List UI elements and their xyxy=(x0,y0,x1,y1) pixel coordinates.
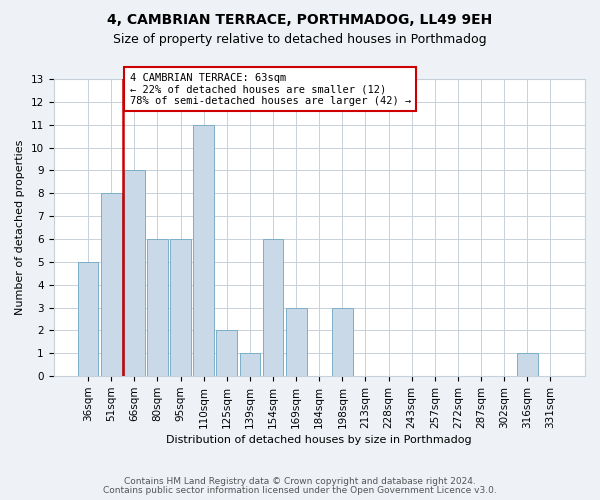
Y-axis label: Number of detached properties: Number of detached properties xyxy=(15,140,25,316)
Bar xyxy=(77,262,98,376)
Bar xyxy=(217,330,237,376)
Bar xyxy=(517,354,538,376)
Text: Contains public sector information licensed under the Open Government Licence v3: Contains public sector information licen… xyxy=(103,486,497,495)
Bar xyxy=(263,239,283,376)
Bar xyxy=(286,308,307,376)
Bar xyxy=(124,170,145,376)
Text: Size of property relative to detached houses in Porthmadog: Size of property relative to detached ho… xyxy=(113,32,487,46)
X-axis label: Distribution of detached houses by size in Porthmadog: Distribution of detached houses by size … xyxy=(166,435,472,445)
Bar xyxy=(193,124,214,376)
Text: Contains HM Land Registry data © Crown copyright and database right 2024.: Contains HM Land Registry data © Crown c… xyxy=(124,477,476,486)
Bar xyxy=(170,239,191,376)
Bar xyxy=(239,354,260,376)
Bar xyxy=(332,308,353,376)
Bar xyxy=(101,194,122,376)
Text: 4, CAMBRIAN TERRACE, PORTHMADOG, LL49 9EH: 4, CAMBRIAN TERRACE, PORTHMADOG, LL49 9E… xyxy=(107,12,493,26)
Bar xyxy=(147,239,168,376)
Text: 4 CAMBRIAN TERRACE: 63sqm
← 22% of detached houses are smaller (12)
78% of semi-: 4 CAMBRIAN TERRACE: 63sqm ← 22% of detac… xyxy=(130,72,411,106)
